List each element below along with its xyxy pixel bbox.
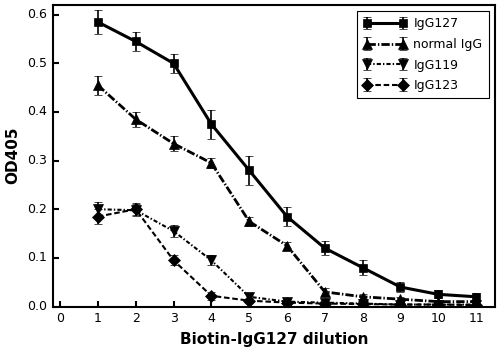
Legend: IgG127, normal IgG, IgG119, IgG123: IgG127, normal IgG, IgG119, IgG123 xyxy=(357,11,489,98)
X-axis label: Biotin-IgG127 dilution: Biotin-IgG127 dilution xyxy=(180,332,368,347)
Y-axis label: OD405: OD405 xyxy=(5,127,20,184)
